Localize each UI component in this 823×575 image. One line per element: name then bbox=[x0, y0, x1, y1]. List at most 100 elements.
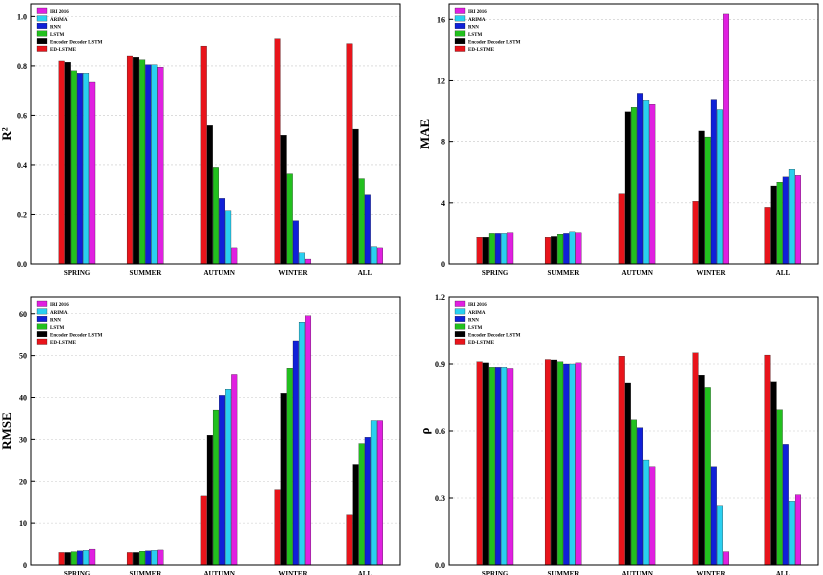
legend: IRI 2016 ARIMA RNN LSTM Encoder Decoder LSTM… bbox=[454, 7, 521, 53]
bar-all-encoder-decoder-lstm bbox=[770, 381, 777, 566]
x-tick-label: ALL bbox=[358, 269, 373, 277]
x-tick-label: AUTUMN bbox=[203, 269, 235, 277]
bar-all-ed-lstme bbox=[346, 43, 353, 265]
bar-winter-iri-2016 bbox=[723, 551, 730, 566]
legend: IRI 2016 ARIMA RNN LSTM Encoder Decoder LSTM… bbox=[454, 300, 521, 346]
y-axis-label: R² bbox=[0, 127, 14, 140]
bar-summer-arima bbox=[569, 363, 576, 566]
bar-winter-arima bbox=[298, 322, 305, 566]
y-axis-label: ρ bbox=[417, 427, 432, 434]
bar-winter-lstm bbox=[286, 173, 293, 265]
bar-autumn-iri-2016 bbox=[649, 466, 656, 566]
bar-all-arima bbox=[370, 246, 377, 265]
bar-all-arima bbox=[788, 501, 795, 566]
bar-summer-encoder-decoder-lstm bbox=[551, 236, 558, 265]
bar-all-ed-lstme bbox=[346, 514, 353, 566]
plot-frame bbox=[448, 3, 819, 265]
bar-autumn-lstm bbox=[630, 107, 637, 265]
plot-frame bbox=[30, 296, 401, 566]
legend-swatch bbox=[454, 38, 466, 45]
bar-autumn-arima bbox=[225, 210, 232, 265]
y-tick-label: 30 bbox=[19, 435, 27, 444]
bar-winter-rnn bbox=[292, 220, 299, 265]
bar-spring-encoder-decoder-lstm bbox=[64, 552, 71, 566]
bar-all-lstm bbox=[776, 182, 783, 265]
bar-summer-rnn bbox=[563, 363, 570, 566]
bar-summer-encoder-decoder-lstm bbox=[133, 57, 140, 265]
chart-panel-1: 0.0 0.2 0.4 0.6 0.8 1.0 SPRING SUMMER AUTUMN WINT… bbox=[0, 3, 401, 277]
y-tick-label: 0.0 bbox=[17, 260, 27, 269]
legend-swatch bbox=[454, 300, 466, 307]
bar-summer-ed-lstme bbox=[544, 359, 551, 566]
bar-summer-iri-2016 bbox=[157, 549, 164, 566]
bar-spring-ed-lstme bbox=[476, 237, 483, 265]
legend-label: IRI 2016 bbox=[468, 10, 487, 15]
y-tick-label: 0.6 bbox=[17, 111, 27, 120]
plot-frame bbox=[448, 296, 819, 566]
y-tick-label: 0.8 bbox=[17, 62, 27, 71]
legend-swatch bbox=[36, 30, 48, 37]
bar-winter-iri-2016 bbox=[305, 258, 312, 265]
legend-label: RNN bbox=[50, 318, 61, 323]
bar-summer-arima bbox=[151, 550, 158, 566]
x-tick-label: SUMMER bbox=[129, 570, 162, 575]
bar-winter-lstm bbox=[286, 368, 293, 566]
bar-spring-rnn bbox=[77, 550, 83, 566]
bar-all-iri-2016 bbox=[377, 247, 383, 265]
bar-all-rnn bbox=[364, 194, 371, 265]
legend-label: LSTM bbox=[468, 326, 482, 331]
bar-all-rnn bbox=[782, 176, 789, 265]
legend-swatch bbox=[36, 23, 48, 29]
legend-label: LSTM bbox=[50, 33, 64, 38]
legend-label: ARIMA bbox=[468, 18, 486, 23]
legend-swatch bbox=[454, 45, 466, 52]
y-tick-label: 0 bbox=[441, 260, 445, 269]
bar-spring-rnn bbox=[495, 367, 501, 566]
bar-autumn-arima bbox=[643, 100, 650, 265]
bar-winter-lstm bbox=[704, 387, 711, 566]
bar-summer-iri-2016 bbox=[157, 67, 164, 265]
y-tick-label: 0.4 bbox=[17, 161, 27, 170]
bar-summer-ed-lstme bbox=[126, 552, 133, 566]
bar-summer-ed-lstme bbox=[544, 237, 551, 265]
y-tick-label: 1.0 bbox=[17, 12, 27, 21]
bar-autumn-iri-2016 bbox=[231, 247, 238, 265]
legend-swatch bbox=[454, 331, 466, 338]
bar-summer-lstm bbox=[139, 59, 146, 265]
bar-autumn-ed-lstme bbox=[618, 356, 625, 566]
bar-winter-iri-2016 bbox=[305, 315, 312, 566]
bar-autumn-encoder-decoder-lstm bbox=[624, 111, 631, 265]
chart-panel-4: 0.0 0.3 0.6 0.9 1.2 SPRING SUMMER AUTUMN WINTER A… bbox=[417, 293, 819, 575]
legend-label: LSTM bbox=[50, 326, 64, 331]
legend-label: ED-LSTME bbox=[50, 48, 77, 53]
legend-label: ARIMA bbox=[50, 311, 68, 316]
legend-swatch bbox=[36, 331, 48, 338]
bar-autumn-lstm bbox=[630, 419, 637, 566]
legend-label: LSTM bbox=[468, 33, 482, 38]
bar-summer-iri-2016 bbox=[575, 362, 582, 566]
x-tick-label: WINTER bbox=[278, 269, 308, 277]
x-tick-label: SPRING bbox=[64, 570, 91, 575]
x-tick-label: WINTER bbox=[696, 269, 726, 277]
legend-swatch bbox=[36, 45, 48, 52]
bar-spring-iri-2016 bbox=[89, 548, 96, 566]
bar-winter-encoder-decoder-lstm bbox=[698, 375, 705, 566]
bar-autumn-encoder-decoder-lstm bbox=[206, 125, 213, 265]
legend-label: IRI 2016 bbox=[50, 10, 69, 15]
y-tick-label: 0.6 bbox=[435, 427, 445, 436]
bar-summer-lstm bbox=[557, 234, 564, 265]
legend: IRI 2016 ARIMA RNN LSTM Encoder Decoder LSTM… bbox=[36, 7, 103, 53]
legend-swatch bbox=[36, 316, 48, 322]
bar-spring-iri-2016 bbox=[507, 232, 514, 265]
legend-swatch bbox=[36, 323, 48, 330]
x-tick-label: ALL bbox=[776, 570, 791, 575]
y-tick-label: 20 bbox=[19, 477, 27, 486]
bar-summer-rnn bbox=[145, 550, 152, 566]
bar-all-encoder-decoder-lstm bbox=[352, 464, 359, 566]
bar-winter-arima bbox=[716, 505, 723, 566]
bar-spring-arima bbox=[501, 367, 508, 566]
bar-autumn-ed-lstme bbox=[200, 495, 207, 566]
y-tick-label: 10 bbox=[19, 519, 27, 528]
bar-winter-ed-lstme bbox=[274, 489, 281, 566]
